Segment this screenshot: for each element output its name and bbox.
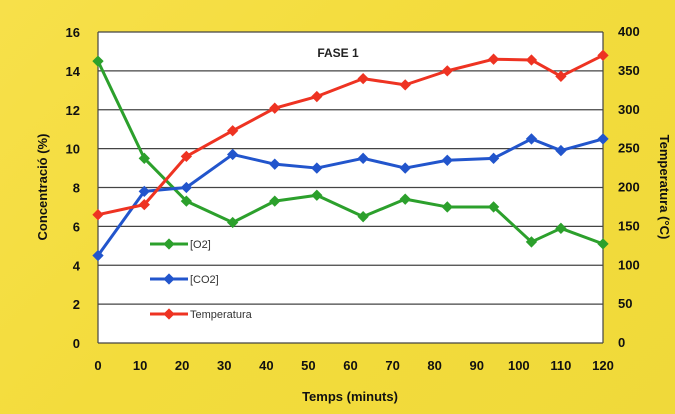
x-tick-label: 60 bbox=[343, 358, 357, 373]
data-point-co2 bbox=[525, 133, 538, 145]
data-point-co2 bbox=[555, 144, 567, 157]
left-axis-ticks: 0 2 4 6 8 10 12 14 16 bbox=[66, 25, 81, 351]
y-left-tick-label: 6 bbox=[73, 219, 80, 234]
legend-marker-o2 bbox=[163, 238, 175, 250]
x-tick-label: 30 bbox=[217, 358, 231, 373]
x-tick-label: 120 bbox=[592, 358, 614, 373]
y-right-tick-label: 0 bbox=[618, 335, 625, 350]
y-axis-left-title: Concentració (%) bbox=[35, 134, 50, 241]
legend-label-co2: [CO2] bbox=[190, 274, 219, 286]
x-tick-label: 80 bbox=[427, 358, 441, 373]
data-point-temperatura bbox=[138, 198, 150, 211]
data-point-o2 bbox=[487, 201, 500, 213]
y-right-tick-label: 400 bbox=[618, 24, 640, 39]
legend: [O2] [CO2] Temperatura bbox=[150, 238, 253, 321]
y-left-tick-label: 8 bbox=[73, 181, 80, 196]
x-axis-ticks: 0 10 20 30 40 50 60 70 80 90 100 110 120 bbox=[94, 358, 613, 373]
x-tick-label: 100 bbox=[508, 358, 530, 373]
legend-marker-temperatura bbox=[163, 308, 175, 320]
legend-item-o2: [O2] bbox=[150, 238, 211, 251]
x-tick-label: 40 bbox=[259, 358, 273, 373]
data-point-o2 bbox=[269, 195, 281, 207]
y-left-tick-label: 2 bbox=[73, 297, 80, 312]
data-point-o2 bbox=[525, 236, 538, 248]
data-point-o2 bbox=[597, 238, 609, 250]
legend-label-o2: [O2] bbox=[190, 239, 211, 251]
y-right-tick-label: 250 bbox=[618, 141, 640, 156]
data-point-o2 bbox=[399, 193, 411, 205]
data-point-co2 bbox=[487, 152, 500, 165]
data-point-co2 bbox=[138, 185, 150, 198]
legend-item-co2: [CO2] bbox=[150, 273, 219, 286]
y-right-tick-label: 150 bbox=[618, 218, 640, 233]
y-left-tick-label: 4 bbox=[73, 258, 81, 273]
y-left-tick-label: 10 bbox=[66, 142, 80, 157]
data-point-temperatura bbox=[487, 53, 500, 65]
data-point-co2 bbox=[311, 162, 323, 174]
x-tick-label: 90 bbox=[470, 358, 484, 373]
data-point-co2 bbox=[399, 162, 411, 174]
data-point-o2 bbox=[555, 222, 567, 234]
data-point-o2 bbox=[92, 55, 104, 67]
data-point-o2 bbox=[357, 210, 369, 223]
chart-title: FASE 1 bbox=[317, 46, 359, 60]
y-left-tick-label: 0 bbox=[73, 336, 80, 351]
data-point-o2 bbox=[138, 152, 150, 165]
data-point-co2 bbox=[597, 133, 609, 145]
y-right-tick-label: 100 bbox=[618, 257, 640, 272]
y-right-tick-label: 200 bbox=[618, 180, 640, 195]
data-point-temperatura bbox=[525, 54, 538, 66]
data-point-o2 bbox=[441, 201, 453, 213]
data-point-temperatura bbox=[180, 150, 193, 163]
data-point-o2 bbox=[311, 189, 323, 201]
legend-label-temperatura: Temperatura bbox=[190, 309, 253, 321]
data-point-co2 bbox=[227, 148, 239, 161]
x-axis-title: Temps (minuts) bbox=[302, 389, 398, 404]
legend-item-temperatura: Temperatura bbox=[150, 308, 253, 321]
data-point-o2 bbox=[180, 195, 193, 207]
y-axis-right-title: Temperatura (°C) bbox=[657, 135, 672, 240]
data-point-co2 bbox=[357, 152, 369, 165]
data-point-o2 bbox=[227, 216, 239, 229]
data-point-co2 bbox=[269, 158, 281, 170]
data-point-co2 bbox=[180, 181, 193, 194]
x-tick-label: 110 bbox=[550, 358, 571, 373]
y-right-tick-label: 350 bbox=[618, 63, 640, 78]
x-tick-label: 20 bbox=[175, 358, 189, 373]
y-left-tick-label: 16 bbox=[66, 25, 80, 40]
data-point-temperatura bbox=[597, 49, 609, 61]
legend-marker-co2 bbox=[163, 273, 175, 285]
x-tick-label: 10 bbox=[133, 358, 147, 373]
right-axis-ticks: 0 50 100 150 200 250 300 350 400 bbox=[618, 24, 640, 350]
gridlines bbox=[97, 31, 604, 344]
y-right-tick-label: 300 bbox=[618, 102, 640, 117]
x-tick-label: 50 bbox=[301, 358, 315, 373]
x-tick-label: 0 bbox=[94, 358, 101, 373]
y-right-tick-label: 50 bbox=[618, 296, 632, 311]
data-point-temperatura bbox=[227, 125, 239, 137]
y-left-tick-label: 14 bbox=[66, 64, 81, 79]
x-tick-label: 70 bbox=[385, 358, 399, 373]
data-point-co2 bbox=[441, 154, 453, 166]
y-left-tick-label: 12 bbox=[66, 103, 80, 118]
